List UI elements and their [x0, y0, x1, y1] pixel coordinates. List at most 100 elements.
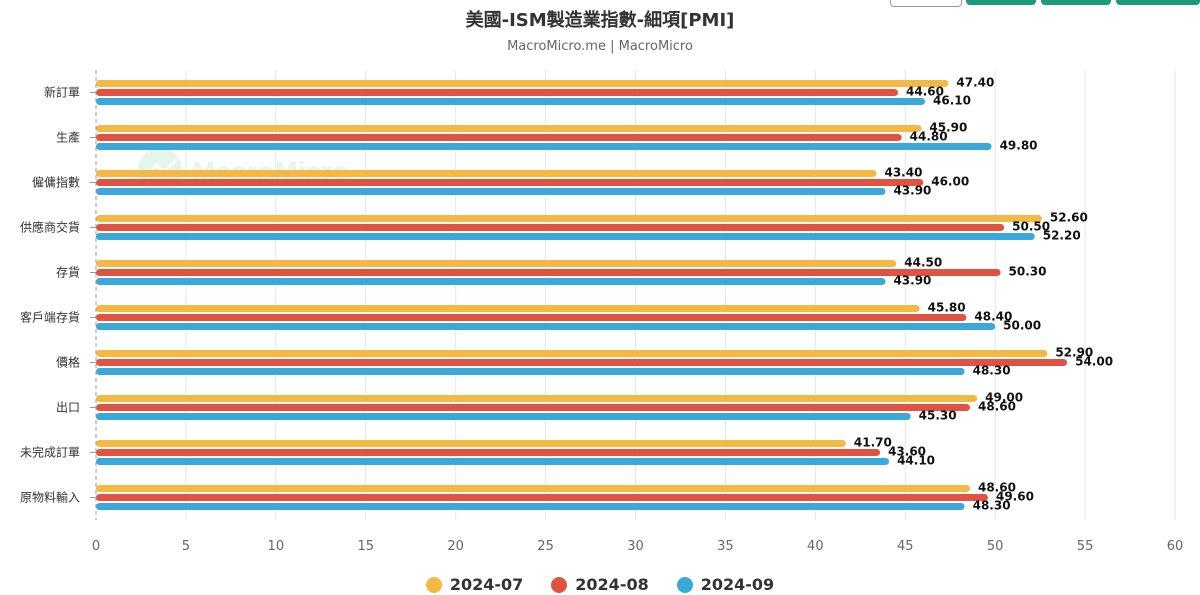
x-tick-label: 15 — [357, 539, 374, 554]
bar-2024-09[interactable] — [96, 413, 911, 420]
bar-2024-08[interactable] — [96, 224, 1005, 231]
bar-value-label: 52.60 — [1050, 211, 1088, 225]
bar-2024-07[interactable] — [96, 440, 846, 447]
bar-2024-08[interactable] — [96, 269, 1001, 276]
y-category-label: 僱傭指數 — [32, 175, 80, 190]
bar-2024-07[interactable] — [96, 80, 949, 87]
x-tick-label: 25 — [537, 539, 554, 554]
bar-value-label: 50.50 — [1012, 220, 1050, 234]
bar-value-label: 44.10 — [897, 454, 935, 468]
legend-dot-series-3 — [676, 576, 693, 593]
bar-value-label: 43.40 — [884, 166, 922, 180]
bar-2024-08[interactable] — [96, 359, 1068, 366]
bar-value-label: 49.80 — [1000, 139, 1038, 153]
top-outline-button[interactable] — [890, 0, 962, 7]
x-tick-label: 0 — [92, 539, 100, 554]
chart-title: 美國-ISM製造業指數-細項[PMI] — [465, 10, 735, 31]
bar-value-label: 45.80 — [928, 301, 966, 315]
bar-value-label: 43.90 — [893, 274, 931, 288]
bar-value-label: 43.60 — [888, 445, 926, 459]
x-tick-label: 35 — [717, 539, 734, 554]
top-green-button-3[interactable] — [1116, 0, 1200, 5]
bar-2024-09[interactable] — [96, 98, 926, 105]
bar-2024-08[interactable] — [96, 404, 970, 411]
bar-2024-07[interactable] — [96, 350, 1048, 357]
bar-value-label: 41.70 — [854, 436, 892, 450]
bar-value-label: 48.60 — [978, 481, 1016, 495]
bar-2024-08[interactable] — [96, 179, 924, 186]
bar-value-label: 44.80 — [910, 130, 948, 144]
legend: 2024-07 2024-08 2024-09 — [0, 575, 1200, 594]
y-category-label: 生產 — [56, 130, 80, 145]
x-tick-label: 40 — [807, 539, 824, 554]
bar-value-label: 46.10 — [933, 94, 971, 108]
legend-item-series-2[interactable]: 2024-08 — [551, 575, 649, 594]
legend-item-series-1[interactable]: 2024-07 — [425, 575, 524, 594]
y-category-label: 原物料輸入 — [20, 490, 80, 505]
bar-value-label: 44.50 — [904, 256, 942, 270]
bar-value-label: 49.60 — [996, 490, 1034, 504]
legend-dot-series-2 — [551, 576, 568, 593]
legend-label-series-2: 2024-08 — [575, 575, 649, 594]
bar-value-label: 46.00 — [931, 175, 969, 189]
bar-value-label: 48.60 — [978, 400, 1016, 414]
bar-value-label: 52.90 — [1055, 346, 1093, 360]
bar-2024-07[interactable] — [96, 305, 920, 312]
bar-value-label: 48.30 — [973, 499, 1011, 513]
bar-2024-07[interactable] — [96, 485, 970, 492]
y-category-label: 存貨 — [56, 265, 80, 280]
x-tick-label: 20 — [447, 539, 464, 554]
bar-value-label: 48.30 — [973, 364, 1011, 378]
x-tick-label: 10 — [268, 539, 285, 554]
bar-value-label: 45.90 — [929, 121, 967, 135]
top-green-button-1[interactable] — [966, 0, 1036, 5]
x-tick-label: 5 — [182, 539, 190, 554]
bar-value-label: 47.40 — [956, 76, 994, 90]
bar-2024-08[interactable] — [96, 449, 881, 456]
bar-value-label: 44.60 — [906, 85, 944, 99]
y-category-label: 未完成訂單 — [20, 445, 80, 460]
bar-value-label: 52.20 — [1043, 229, 1081, 243]
bar-2024-08[interactable] — [96, 314, 967, 321]
chart-subtitle: MacroMicro.me | MacroMicro — [507, 39, 693, 54]
bar-2024-07[interactable] — [96, 125, 922, 132]
bar-2024-07[interactable] — [96, 260, 897, 267]
bar-2024-09[interactable] — [96, 458, 890, 465]
bar-value-label: 49.00 — [985, 391, 1023, 405]
bar-value-label: 48.40 — [974, 310, 1012, 324]
bar-value-label: 50.30 — [1009, 265, 1047, 279]
bar-2024-09[interactable] — [96, 503, 965, 510]
x-tick-label: 50 — [987, 539, 1004, 554]
bar-2024-07[interactable] — [96, 215, 1042, 222]
bar-2024-09[interactable] — [96, 278, 886, 285]
bar-2024-08[interactable] — [96, 494, 988, 501]
y-category-label: 客戶端存貨 — [20, 310, 80, 325]
legend-dot-series-1 — [425, 576, 442, 593]
y-category-label: 新訂單 — [44, 85, 80, 100]
x-tick-label: 60 — [1167, 539, 1184, 554]
y-category-label: 出口 — [56, 401, 80, 415]
bar-value-label: 54.00 — [1075, 355, 1113, 369]
bar-2024-07[interactable] — [96, 395, 978, 402]
legend-label-series-3: 2024-09 — [700, 575, 775, 594]
bar-2024-09[interactable] — [96, 233, 1035, 240]
bar-2024-07[interactable] — [96, 170, 877, 177]
y-category-label: 價格 — [56, 355, 80, 370]
x-tick-label: 45 — [897, 539, 914, 554]
bar-value-label: 45.30 — [919, 409, 957, 423]
bar-2024-08[interactable] — [96, 134, 902, 141]
bar-value-label: 43.90 — [893, 184, 931, 198]
legend-item-series-3[interactable]: 2024-09 — [676, 575, 775, 594]
x-tick-label: 55 — [1077, 539, 1094, 554]
bar-2024-09[interactable] — [96, 368, 965, 375]
bar-2024-09[interactable] — [96, 188, 886, 195]
bar-2024-08[interactable] — [96, 89, 899, 96]
bar-2024-09[interactable] — [96, 323, 996, 330]
top-green-button-2[interactable] — [1041, 0, 1111, 5]
bar-2024-09[interactable] — [96, 143, 992, 150]
x-tick-label: 30 — [627, 539, 644, 554]
bar-value-label: 50.00 — [1003, 319, 1041, 333]
legend-label-series-1: 2024-07 — [449, 575, 524, 594]
y-category-label: 供應商交貨 — [20, 220, 80, 235]
